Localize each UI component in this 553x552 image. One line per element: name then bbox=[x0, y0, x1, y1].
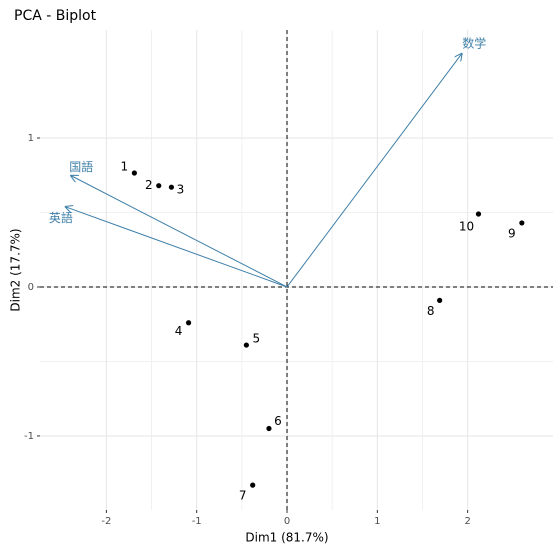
point bbox=[168, 184, 175, 190]
arrow-label: 数学 bbox=[462, 36, 486, 51]
arrow-label: 英語 bbox=[49, 210, 73, 225]
point bbox=[250, 482, 256, 488]
point-label: 6 bbox=[274, 414, 282, 428]
point-label: 7 bbox=[239, 489, 247, 503]
loading-arrow bbox=[65, 207, 288, 288]
point-label: 10 bbox=[459, 219, 474, 233]
x-tick-label: -2 bbox=[101, 516, 111, 527]
y-tick-label: 0 bbox=[28, 282, 34, 293]
point bbox=[156, 183, 162, 189]
loading-arrow bbox=[286, 53, 462, 288]
point-label: 3 bbox=[177, 183, 185, 197]
x-tick-label: 1 bbox=[374, 516, 380, 527]
point bbox=[185, 320, 192, 326]
x-tick-label: 0 bbox=[284, 516, 290, 527]
point-label: 1 bbox=[121, 160, 129, 174]
point-label: 9 bbox=[508, 226, 516, 240]
point bbox=[437, 297, 443, 303]
x-tick-label: 2 bbox=[464, 516, 470, 527]
point bbox=[131, 170, 137, 176]
point bbox=[519, 220, 525, 226]
chart-title: PCA - Biplot bbox=[14, 8, 97, 24]
point bbox=[475, 211, 482, 217]
point-label: 2 bbox=[145, 178, 153, 192]
y-tick-label: 1 bbox=[28, 133, 34, 144]
loading-arrow bbox=[70, 175, 288, 288]
y-axis-title: Dim2 (17.7%) bbox=[9, 228, 23, 311]
x-axis-title: Dim1 (81.7%) bbox=[245, 531, 328, 545]
point-label: 5 bbox=[253, 332, 261, 346]
arrow-label: 国語 bbox=[69, 159, 93, 174]
point-label: 8 bbox=[427, 304, 435, 318]
point bbox=[243, 342, 249, 348]
y-tick-label: -1 bbox=[24, 431, 34, 442]
x-tick-label: -1 bbox=[192, 516, 202, 527]
point bbox=[266, 425, 272, 432]
point-label: 4 bbox=[175, 324, 183, 338]
